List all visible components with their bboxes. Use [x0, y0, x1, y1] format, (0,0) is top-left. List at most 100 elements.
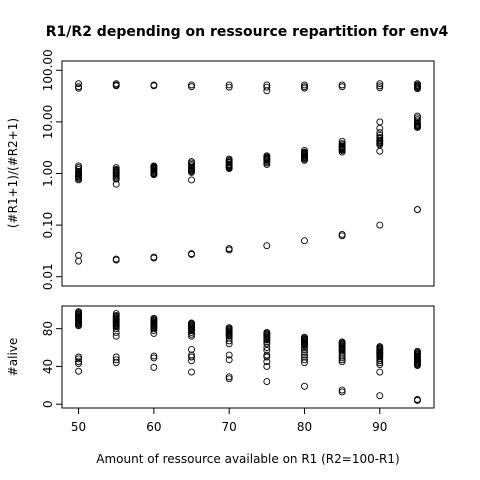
alive-point — [263, 353, 271, 361]
alive-point — [150, 363, 158, 371]
ratio-point — [112, 256, 120, 264]
ratio-panel: (#R1+1)/(#R2+1) 0.01 0.10 1.00 10.00 100.00 — [6, 49, 435, 290]
ratio-point — [338, 148, 346, 156]
ratio-point — [225, 165, 233, 172]
ratio-point — [112, 175, 120, 183]
alive-point — [188, 328, 195, 336]
alive-point — [263, 358, 271, 366]
alive-point — [150, 354, 158, 362]
alive-point — [301, 351, 308, 359]
ratio-point — [376, 84, 384, 92]
ratio-point — [188, 176, 195, 184]
x-tick-label: 60 — [146, 420, 161, 434]
alive-point — [338, 388, 346, 396]
alive-point — [112, 356, 120, 364]
alive-point — [376, 392, 384, 400]
ratio-point — [376, 124, 384, 132]
ratio-point — [338, 83, 346, 91]
alive-point — [301, 344, 308, 352]
alive-point — [376, 357, 384, 365]
alive-y-tick-label: 0 — [41, 400, 55, 408]
alive-point — [301, 382, 308, 390]
alive-point — [338, 386, 346, 394]
alive-point — [263, 340, 271, 348]
alive-point — [338, 356, 346, 364]
alive-panel: #alive 0 40 80 50 60 70 80 90 — [6, 305, 435, 434]
alive-point — [150, 325, 158, 333]
alive-point — [301, 359, 308, 367]
ratio-point — [338, 232, 346, 240]
ratio-point — [301, 156, 308, 164]
alive-point — [413, 362, 421, 369]
ratio-point — [188, 168, 195, 176]
ratio-point — [75, 80, 83, 88]
alive-point — [301, 356, 308, 364]
alive-point — [75, 355, 83, 363]
alive-point — [413, 396, 421, 404]
x-tick-label: 50 — [71, 420, 86, 434]
alive-point — [225, 356, 233, 364]
ratio-point — [376, 82, 384, 90]
alive-point — [225, 340, 233, 348]
alive-point — [225, 373, 233, 381]
alive-point — [263, 362, 271, 370]
alive-point — [112, 325, 120, 333]
alive-y-tick-label: 40 — [41, 359, 55, 374]
ratio-point — [75, 251, 83, 259]
ratio-point — [263, 83, 271, 91]
alive-plot-frame — [61, 305, 435, 409]
x-tick-label: 90 — [372, 420, 387, 434]
ratio-y-tick-label: 1.00 — [41, 160, 55, 187]
ratio-point — [150, 82, 158, 90]
alive-point — [225, 375, 233, 383]
ratio-point — [301, 81, 308, 89]
alive-point — [75, 367, 83, 375]
alive-point — [112, 359, 120, 367]
ratio-point — [376, 221, 384, 229]
alive-point — [188, 332, 195, 340]
alive-point — [263, 378, 271, 386]
alive-point — [301, 348, 308, 356]
alive-point — [338, 358, 346, 366]
ratio-point — [225, 246, 233, 254]
ratio-point — [75, 84, 83, 92]
ratio-point — [112, 82, 120, 90]
ratio-point — [188, 83, 195, 91]
ratio-point — [112, 180, 120, 188]
alive-y-axis-label: #alive — [6, 338, 20, 377]
alive-point — [112, 328, 120, 336]
alive-point — [150, 352, 158, 360]
ratio-y-tick-label: 100.00 — [41, 49, 55, 91]
alive-point — [188, 345, 195, 353]
chart-title: R1/R2 depending on ressource repartition… — [46, 24, 449, 40]
x-axis-label: Amount of ressource available on R1 (R2=… — [96, 452, 399, 466]
ratio-point — [75, 176, 83, 184]
ratio-point — [301, 84, 308, 92]
ratio-point — [413, 206, 421, 214]
ratio-point — [150, 253, 158, 261]
alive-point — [188, 368, 195, 376]
alive-point — [150, 329, 158, 337]
ratio-point — [413, 124, 421, 131]
ratio-point — [376, 147, 384, 155]
alive-point — [188, 357, 195, 365]
alive-point — [75, 322, 83, 330]
x-tick-label: 70 — [222, 420, 237, 434]
ratio-point — [150, 171, 158, 179]
ratio-point — [225, 83, 233, 91]
ratio-point — [263, 160, 271, 168]
alive-point — [263, 351, 271, 359]
alive-point — [376, 359, 384, 367]
ratio-y-axis-label: (#R1+1)/(#R2+1) — [6, 118, 20, 228]
alive-point — [75, 358, 83, 366]
x-tick-label: 80 — [297, 420, 312, 434]
ratio-point — [188, 81, 195, 89]
alive-point — [376, 368, 384, 376]
ratio-point — [188, 251, 195, 258]
alive-point — [225, 332, 233, 340]
ratio-point — [263, 87, 271, 95]
ratio-y-tick-label: 0.10 — [41, 212, 55, 239]
alive-point — [150, 327, 158, 335]
ratio-point — [376, 80, 384, 88]
ratio-point — [225, 81, 233, 89]
